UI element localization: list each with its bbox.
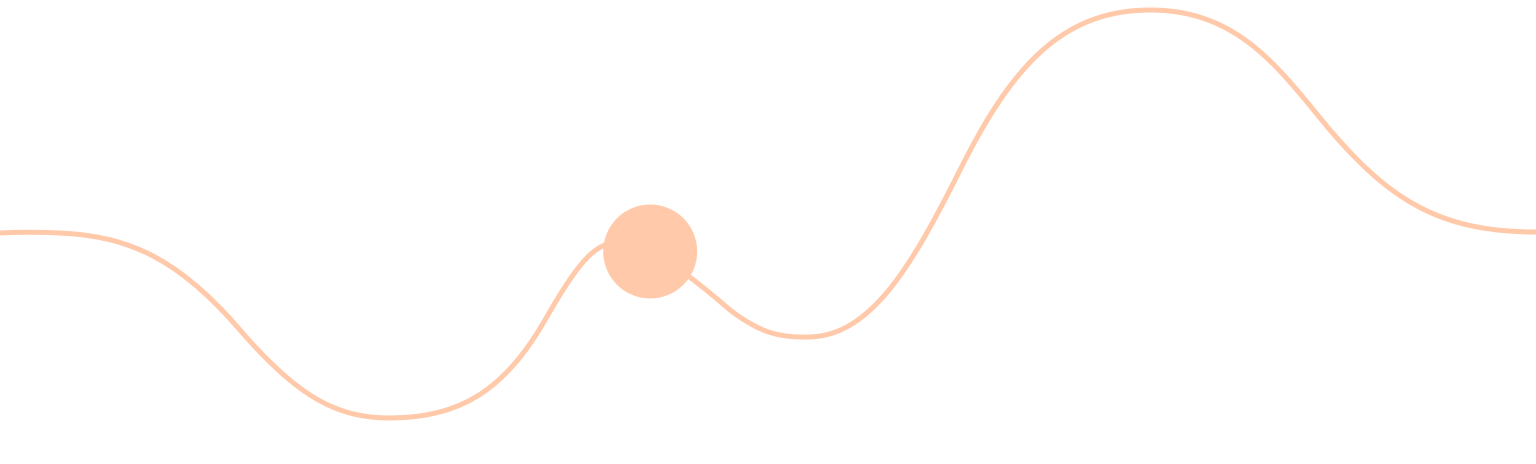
- drag-handle[interactable]: [603, 204, 698, 299]
- wave-line: [0, 7, 1536, 421]
